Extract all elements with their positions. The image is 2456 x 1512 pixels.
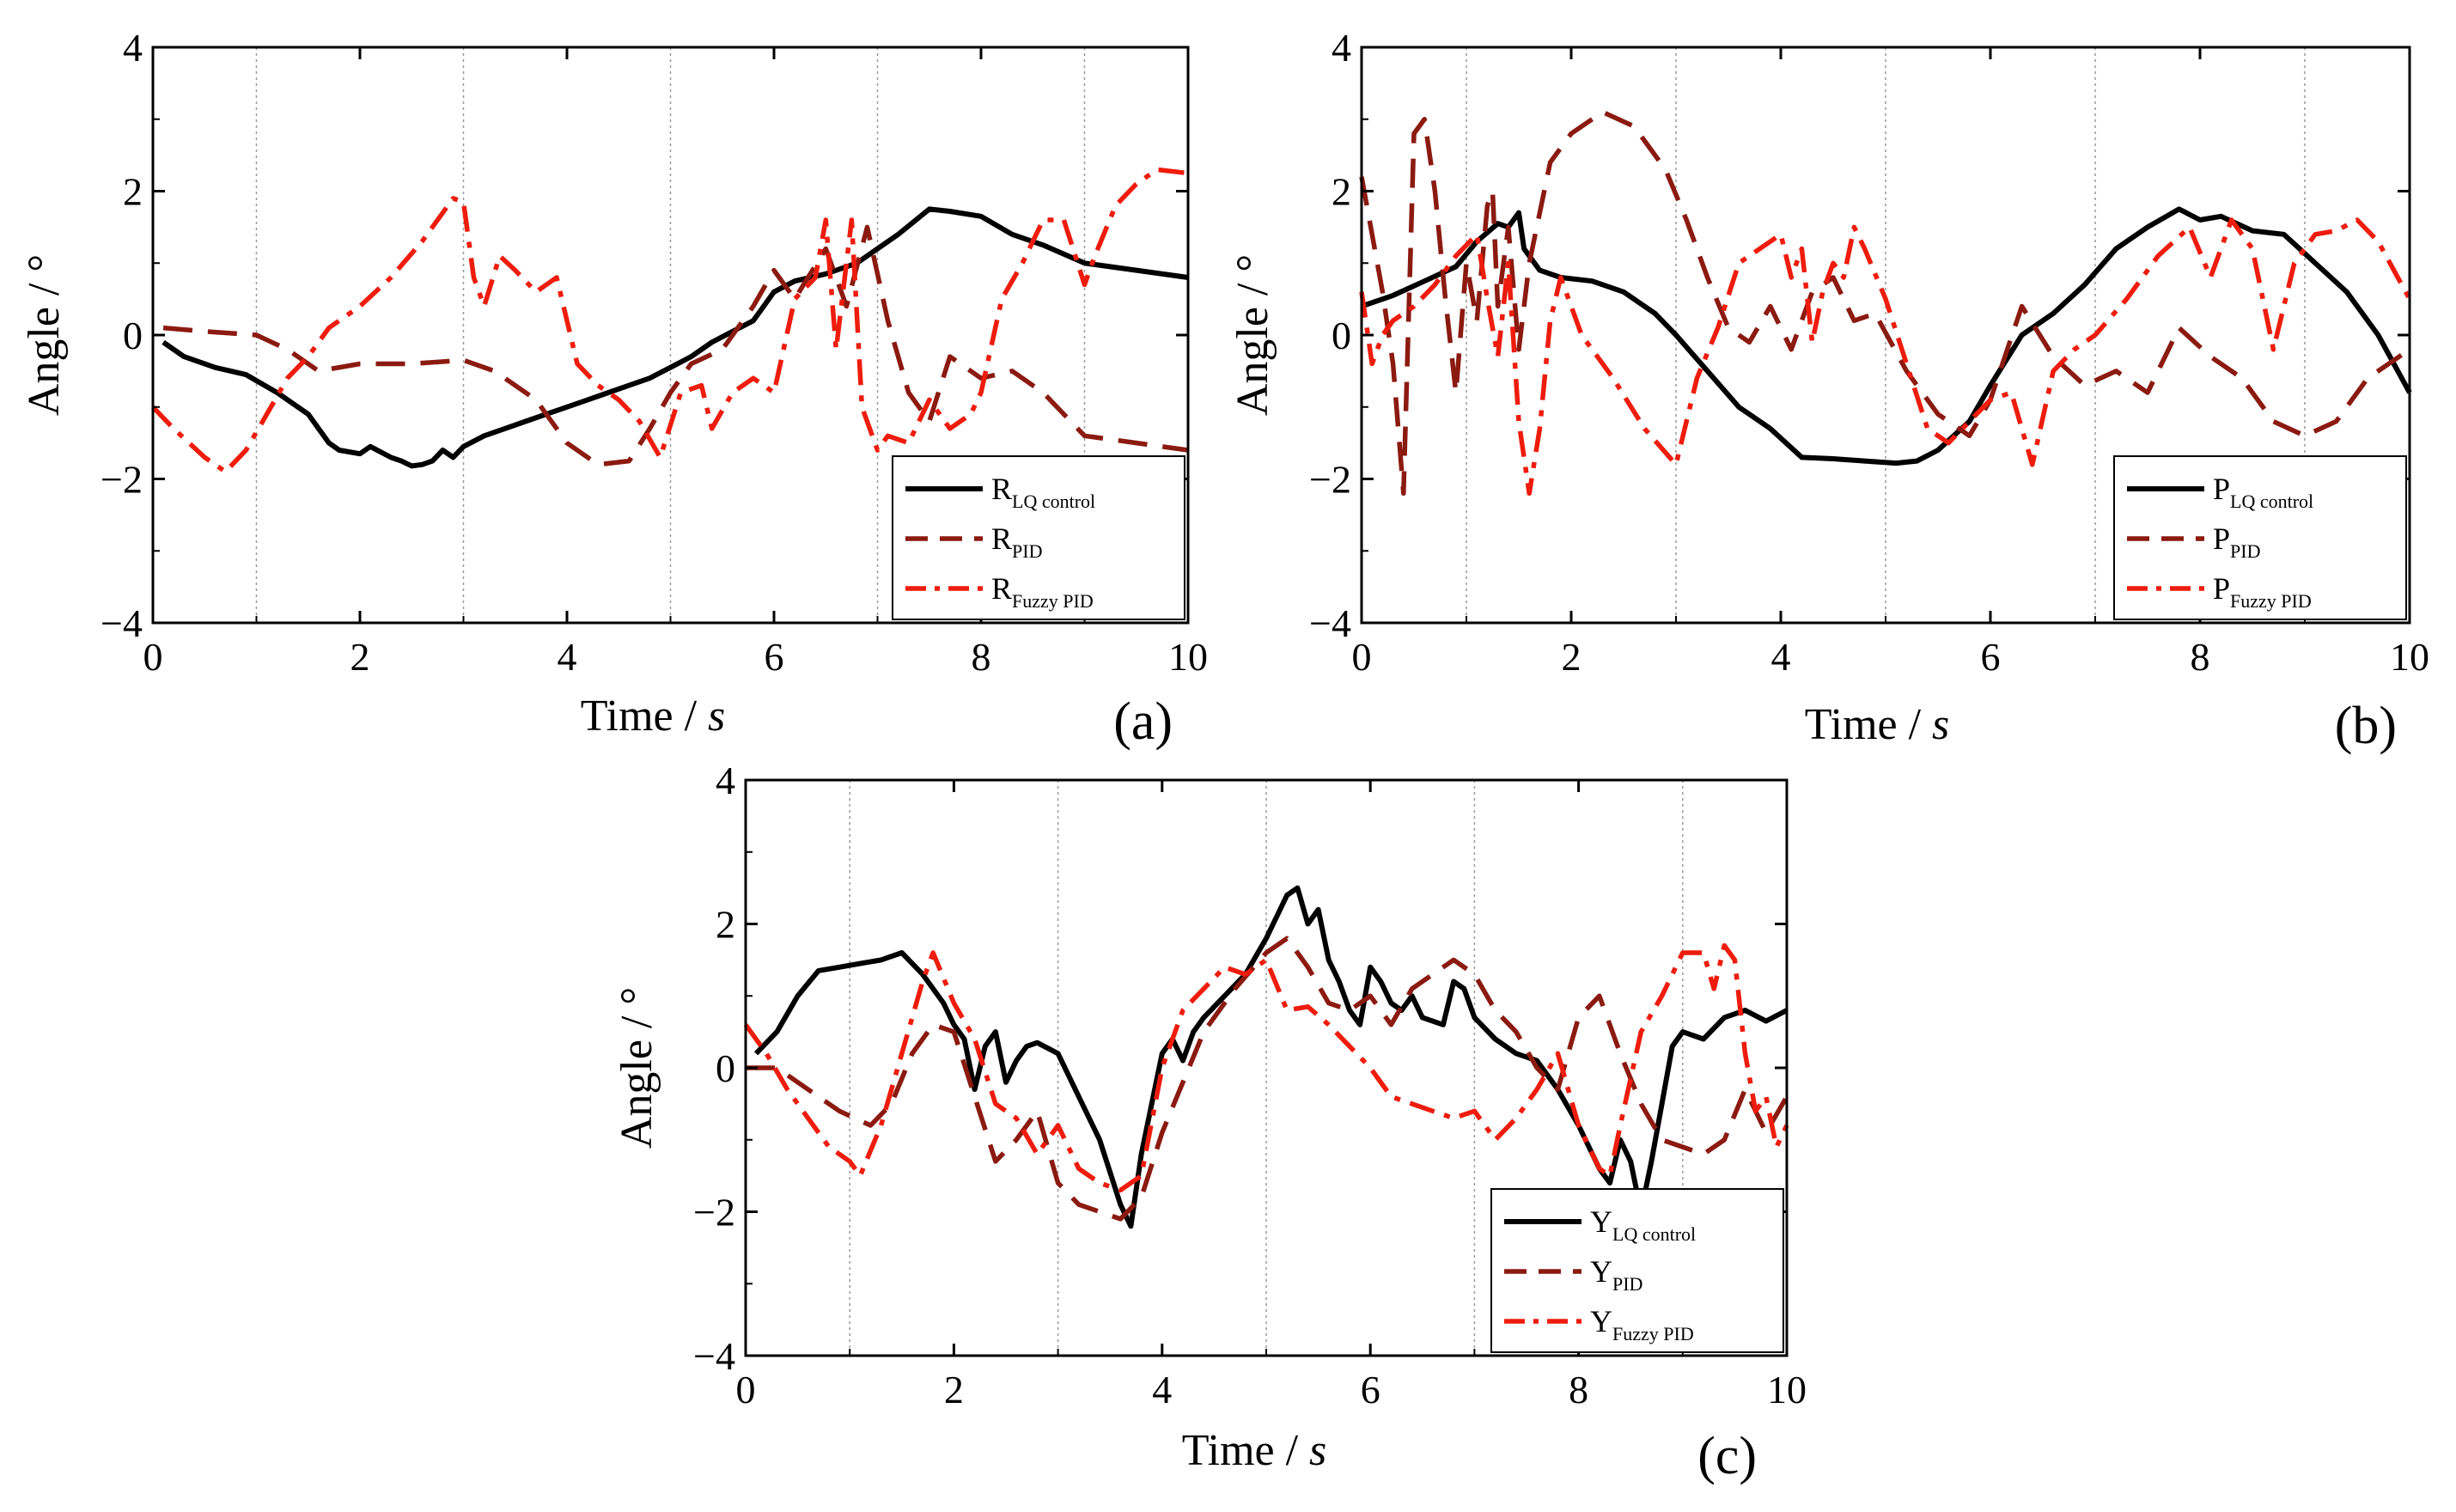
x-tick-label: 10 (1767, 1368, 1807, 1411)
y-tick-label: 2 (1332, 170, 1351, 214)
y-tick-label: 2 (716, 903, 735, 947)
x-tick-label: 4 (1771, 635, 1791, 679)
y-tick-label: 0 (1332, 314, 1351, 357)
y-tick-label: 2 (123, 170, 143, 214)
x-tick-label: 2 (944, 1368, 964, 1411)
legend: RLQ control RPID RFuzzy PID (892, 455, 1185, 620)
legend-label: RPID (991, 521, 1042, 562)
y-tick-label: −2 (693, 1191, 735, 1235)
legend-label: PFuzzy PID (2213, 571, 2312, 612)
series-line-y-fuzzy-pid (743, 942, 1789, 1193)
x-tick-label: 4 (558, 635, 577, 679)
y-axis-title: Angle / ° (1228, 254, 1277, 416)
x-tick-label: 0 (736, 1368, 756, 1411)
series-line-y-lq-control (753, 885, 1789, 1229)
legend: YLQ control YPID YFuzzy PID (1490, 1188, 1784, 1353)
x-tick-label: 10 (1168, 635, 1208, 679)
x-tick-label: 2 (1562, 635, 1581, 679)
legend-label: YLQ control (1590, 1204, 1696, 1245)
legend-label: YFuzzy PID (1590, 1304, 1694, 1344)
x-tick-label: 4 (1152, 1368, 1172, 1411)
x-tick-label: 8 (1569, 1368, 1588, 1411)
x-axis-title: Time / s (581, 692, 726, 741)
series-line-r-pid (162, 224, 1189, 467)
legend-label: RLQ control (991, 472, 1095, 512)
x-tick-label: 10 (2390, 635, 2429, 679)
x-tick-label: 0 (1352, 635, 1372, 679)
y-tick-label: 4 (1332, 26, 1351, 70)
x-tick-label: 6 (1981, 635, 2001, 679)
legend-label: RFuzzy PID (991, 571, 1094, 612)
legend-label: PPID (2213, 521, 2260, 562)
y-axis-title: Angle / ° (20, 254, 69, 416)
series-line-r-fuzzy-pid (151, 167, 1189, 474)
chart-panel-a: 0 2 4 6 8 10 4 2 0 −2 −4 Angle / ° Time / s (a) RLQ co… (20, 26, 1208, 751)
x-tick-label: 0 (143, 635, 163, 679)
y-tick-label: 0 (123, 314, 143, 357)
x-tick-label: 8 (972, 635, 991, 679)
series-line-y-pid (746, 936, 1789, 1222)
x-tick-label: 6 (765, 635, 784, 679)
y-tick-label: 0 (716, 1046, 735, 1090)
panel-label: (c) (1697, 1427, 1757, 1485)
y-tick-label: −4 (101, 601, 143, 645)
legend-label: YPID (1590, 1254, 1642, 1295)
x-tick-label: 6 (1361, 1368, 1380, 1411)
y-tick-label: 4 (716, 759, 735, 802)
y-tick-label: −4 (1309, 601, 1351, 645)
x-tick-label: 8 (2191, 635, 2210, 679)
legend: PLQ control PPID PFuzzy PID (2113, 455, 2407, 620)
y-tick-label: −2 (1309, 458, 1351, 502)
y-tick-label: −2 (101, 458, 143, 502)
series-line-p-pid (1359, 109, 2411, 497)
x-axis-title: Time / s (1182, 1426, 1327, 1475)
x-tick-label: 2 (350, 635, 370, 679)
y-tick-label: −4 (693, 1334, 735, 1378)
chart-panel-c: 0 2 4 6 8 10 4 2 0 −2 −4 Angle / ° Time / s (c) YLQ co… (612, 759, 1807, 1485)
series-line-r-lq-control (161, 206, 1189, 469)
y-axis-title: Angle / ° (612, 987, 661, 1149)
panel-label: (b) (2335, 697, 2397, 755)
y-tick-label: 4 (123, 26, 143, 70)
series-line-p-lq-control (1361, 206, 2412, 466)
panel-label: (a) (1113, 692, 1173, 751)
legend-label: PLQ control (2213, 472, 2313, 512)
chart-panel-b: 0 2 4 6 8 10 4 2 0 −2 −4 Angle / ° Time / s (b) PLQ co… (1228, 26, 2429, 755)
x-axis-title: Time / s (1805, 700, 1950, 749)
